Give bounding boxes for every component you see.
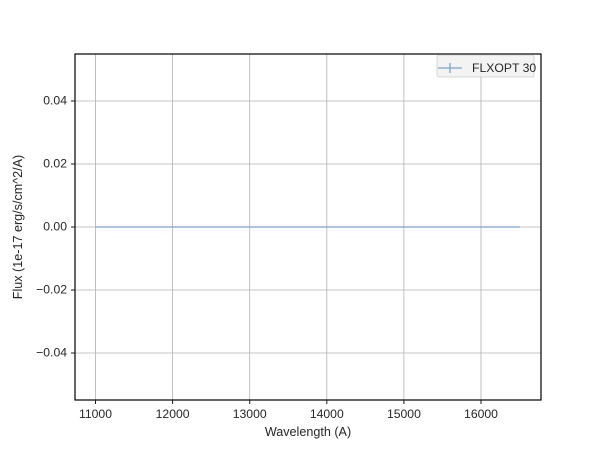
svg-text:13000: 13000 [233,407,267,421]
svg-text:11000: 11000 [79,407,112,421]
svg-text:0.02: 0.02 [43,157,67,171]
svg-text:15000: 15000 [387,407,421,421]
svg-text:0.00: 0.00 [43,220,67,234]
svg-text:Flux (1e-17 erg/s/cm^2/A): Flux (1e-17 erg/s/cm^2/A) [11,155,25,299]
svg-text:FLXOPT 30: FLXOPT 30 [472,61,536,75]
svg-text:−0.02: −0.02 [36,283,67,297]
svg-text:0.04: 0.04 [43,94,67,108]
svg-text:−0.04: −0.04 [36,346,67,360]
svg-text:14000: 14000 [310,407,344,421]
svg-text:16000: 16000 [464,407,498,421]
svg-text:12000: 12000 [156,407,190,421]
svg-text:Wavelength (A): Wavelength (A) [265,425,351,439]
